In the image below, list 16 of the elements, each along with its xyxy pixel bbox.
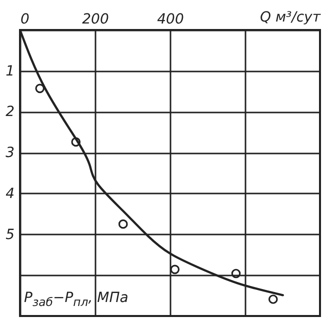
x-tick-label: 0 — [20, 12, 30, 28]
point — [118, 219, 128, 229]
point — [268, 294, 278, 304]
point — [71, 137, 81, 147]
y-tick-label: 4 — [6, 186, 14, 202]
y-tick-label: 1 — [6, 63, 14, 80]
y-tick-label: 2 — [6, 104, 15, 120]
y-tick-label: 5 — [6, 226, 15, 243]
point — [170, 264, 180, 274]
point — [231, 268, 241, 278]
x-tick-label: 200 — [82, 12, 109, 28]
y-axis-title: P$_{заб}$−P$_{пл}$, МПа — [24, 290, 128, 309]
y-tick-label: 3 — [6, 145, 14, 162]
x-tick-label: 400 — [157, 12, 184, 28]
x-axis-title: Q м³/сут — [260, 10, 322, 26]
point — [35, 84, 45, 94]
